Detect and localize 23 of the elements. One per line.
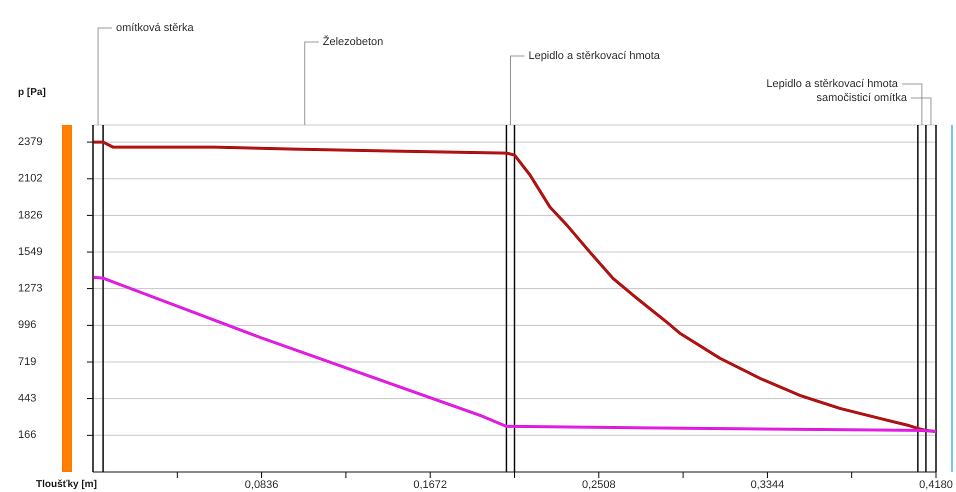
- y-tick-label: 2379: [18, 136, 42, 148]
- y-axis-title: p [Pa]: [18, 87, 46, 98]
- x-tick-label: 0,0836: [244, 478, 278, 491]
- y-tick-label: 1826: [18, 209, 42, 222]
- text: Železobeton: [322, 34, 384, 48]
- text: omítková stěrka: [116, 22, 195, 34]
- x-tick-label: 0,4180: [919, 478, 953, 491]
- text: Lepidlo a stěrkovací hmota: [528, 50, 661, 62]
- line-series: [93, 140, 936, 433]
- line-series: [93, 276, 936, 433]
- x-axis-title: Tloušťky [m]: [36, 479, 97, 490]
- y-tick-label: 2102: [18, 172, 42, 185]
- y-tick-label: 996: [18, 319, 36, 332]
- text: samočisticí omítka: [816, 92, 908, 104]
- x-tick-label: 0,1672: [413, 478, 448, 491]
- y-tick-label: 166: [18, 429, 36, 442]
- y-tick-label: 1549: [18, 246, 42, 258]
- y-tick-label: 1273: [18, 282, 42, 295]
- y-tick-label: 443: [18, 392, 36, 405]
- x-tick-label: 0,3344: [750, 478, 784, 491]
- text: Lepidlo a stěrkovací hmota: [766, 78, 899, 90]
- x-tick-label: 0,2508: [582, 478, 616, 491]
- y-tick-label: 719: [18, 356, 36, 368]
